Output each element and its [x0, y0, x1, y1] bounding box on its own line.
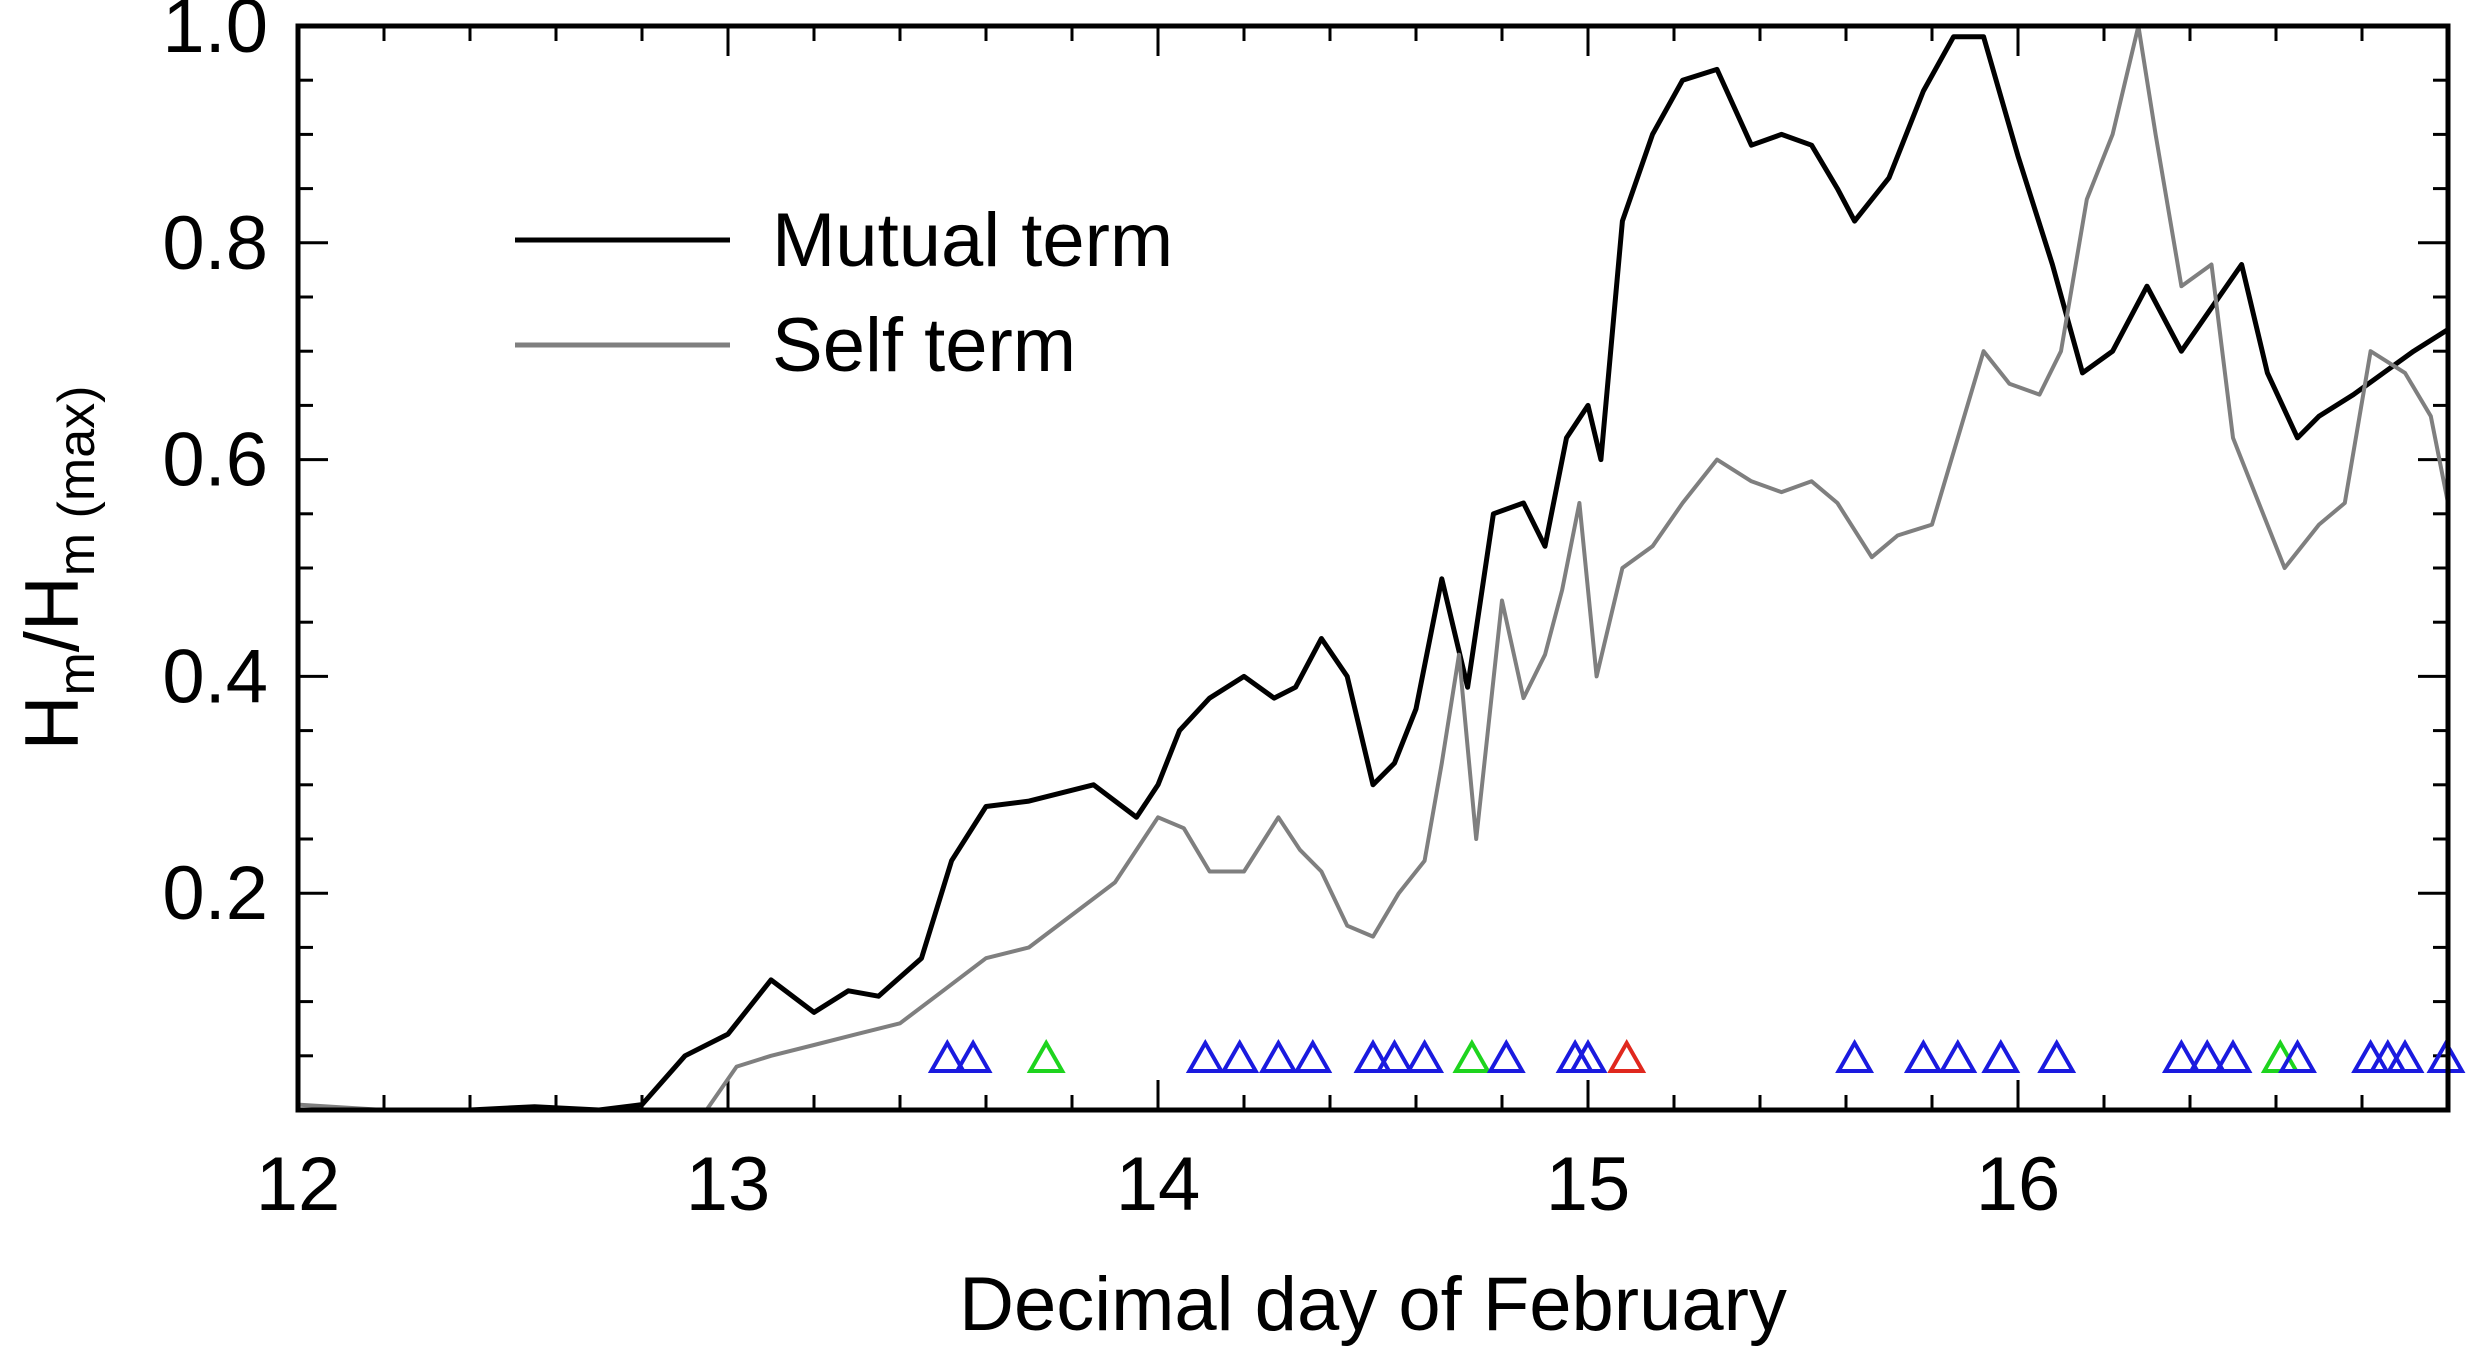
event-marker-triangle	[1353, 1038, 1393, 1073]
y-tick-label: 0.8	[162, 201, 268, 286]
y-axis-title: Hm/Hm (max)	[10, 386, 106, 751]
event-marker-triangle	[1835, 1038, 1875, 1073]
series-line-mutual-term	[298, 34, 2450, 1113]
event-marker-triangle	[953, 1038, 993, 1073]
event-marker-triangle	[2161, 1038, 2201, 1073]
series-layer	[297, 24, 2450, 1113]
event-marker-triangle	[1607, 1038, 1647, 1073]
event-marker-triangle	[2187, 1038, 2227, 1073]
event-markers	[927, 1038, 2466, 1073]
event-marker-triangle	[2213, 1038, 2253, 1073]
event-marker-triangle	[2385, 1038, 2425, 1073]
event-marker-triangle	[1938, 1038, 1978, 1073]
x-tick-label: 16	[1976, 1142, 2061, 1227]
event-marker-triangle	[927, 1038, 967, 1073]
event-marker-triangle	[1981, 1038, 2021, 1073]
y-tick-label: 1.0	[162, 0, 268, 69]
event-marker-triangle	[1375, 1038, 1414, 1073]
tick-marks	[296, 24, 2450, 1112]
x-tick-labels: 12 13 14 15 16	[256, 1142, 2061, 1227]
legend-label-mutual-term: Mutual term	[772, 198, 1173, 283]
y-tick-label: 0.2	[162, 851, 268, 936]
y-tick-label: 0.4	[162, 634, 268, 719]
event-marker-triangle	[2037, 1038, 2077, 1073]
y-title-sub2: m (max)	[48, 386, 106, 577]
x-tick-label: 12	[256, 1142, 341, 1227]
event-marker-triangle	[1220, 1038, 1260, 1073]
event-marker-triangle	[1293, 1038, 1333, 1073]
event-marker-triangle	[1405, 1038, 1445, 1073]
y-title-sub1: m	[48, 652, 106, 695]
legend: Mutual term Self term	[515, 198, 1173, 388]
y-tick-label: 0.6	[162, 418, 268, 503]
y-tick-labels: 0.2 0.4 0.6 0.8 1.0	[162, 0, 268, 936]
x-tick-label: 14	[1116, 1142, 1201, 1227]
event-marker-triangle	[1258, 1038, 1298, 1073]
event-marker-triangle	[1026, 1038, 1066, 1073]
event-marker-triangle	[1903, 1038, 1943, 1073]
x-axis-title: Decimal day of February	[959, 1262, 1787, 1347]
event-marker-triangle	[2278, 1038, 2317, 1073]
event-marker-triangle	[1568, 1038, 1608, 1073]
y-title-sep: /H	[10, 576, 95, 652]
x-tick-label: 13	[686, 1142, 771, 1227]
event-marker-triangle	[1185, 1038, 1225, 1073]
series-line-self-term	[297, 24, 2450, 1112]
y-title-h1: H	[10, 696, 95, 751]
legend-label-self-term: Self term	[772, 303, 1076, 388]
x-tick-label: 15	[1546, 1142, 1631, 1227]
event-marker-triangle	[1486, 1038, 1526, 1073]
plot-frame	[295, 23, 2451, 1113]
event-marker-triangle	[1452, 1038, 1492, 1073]
